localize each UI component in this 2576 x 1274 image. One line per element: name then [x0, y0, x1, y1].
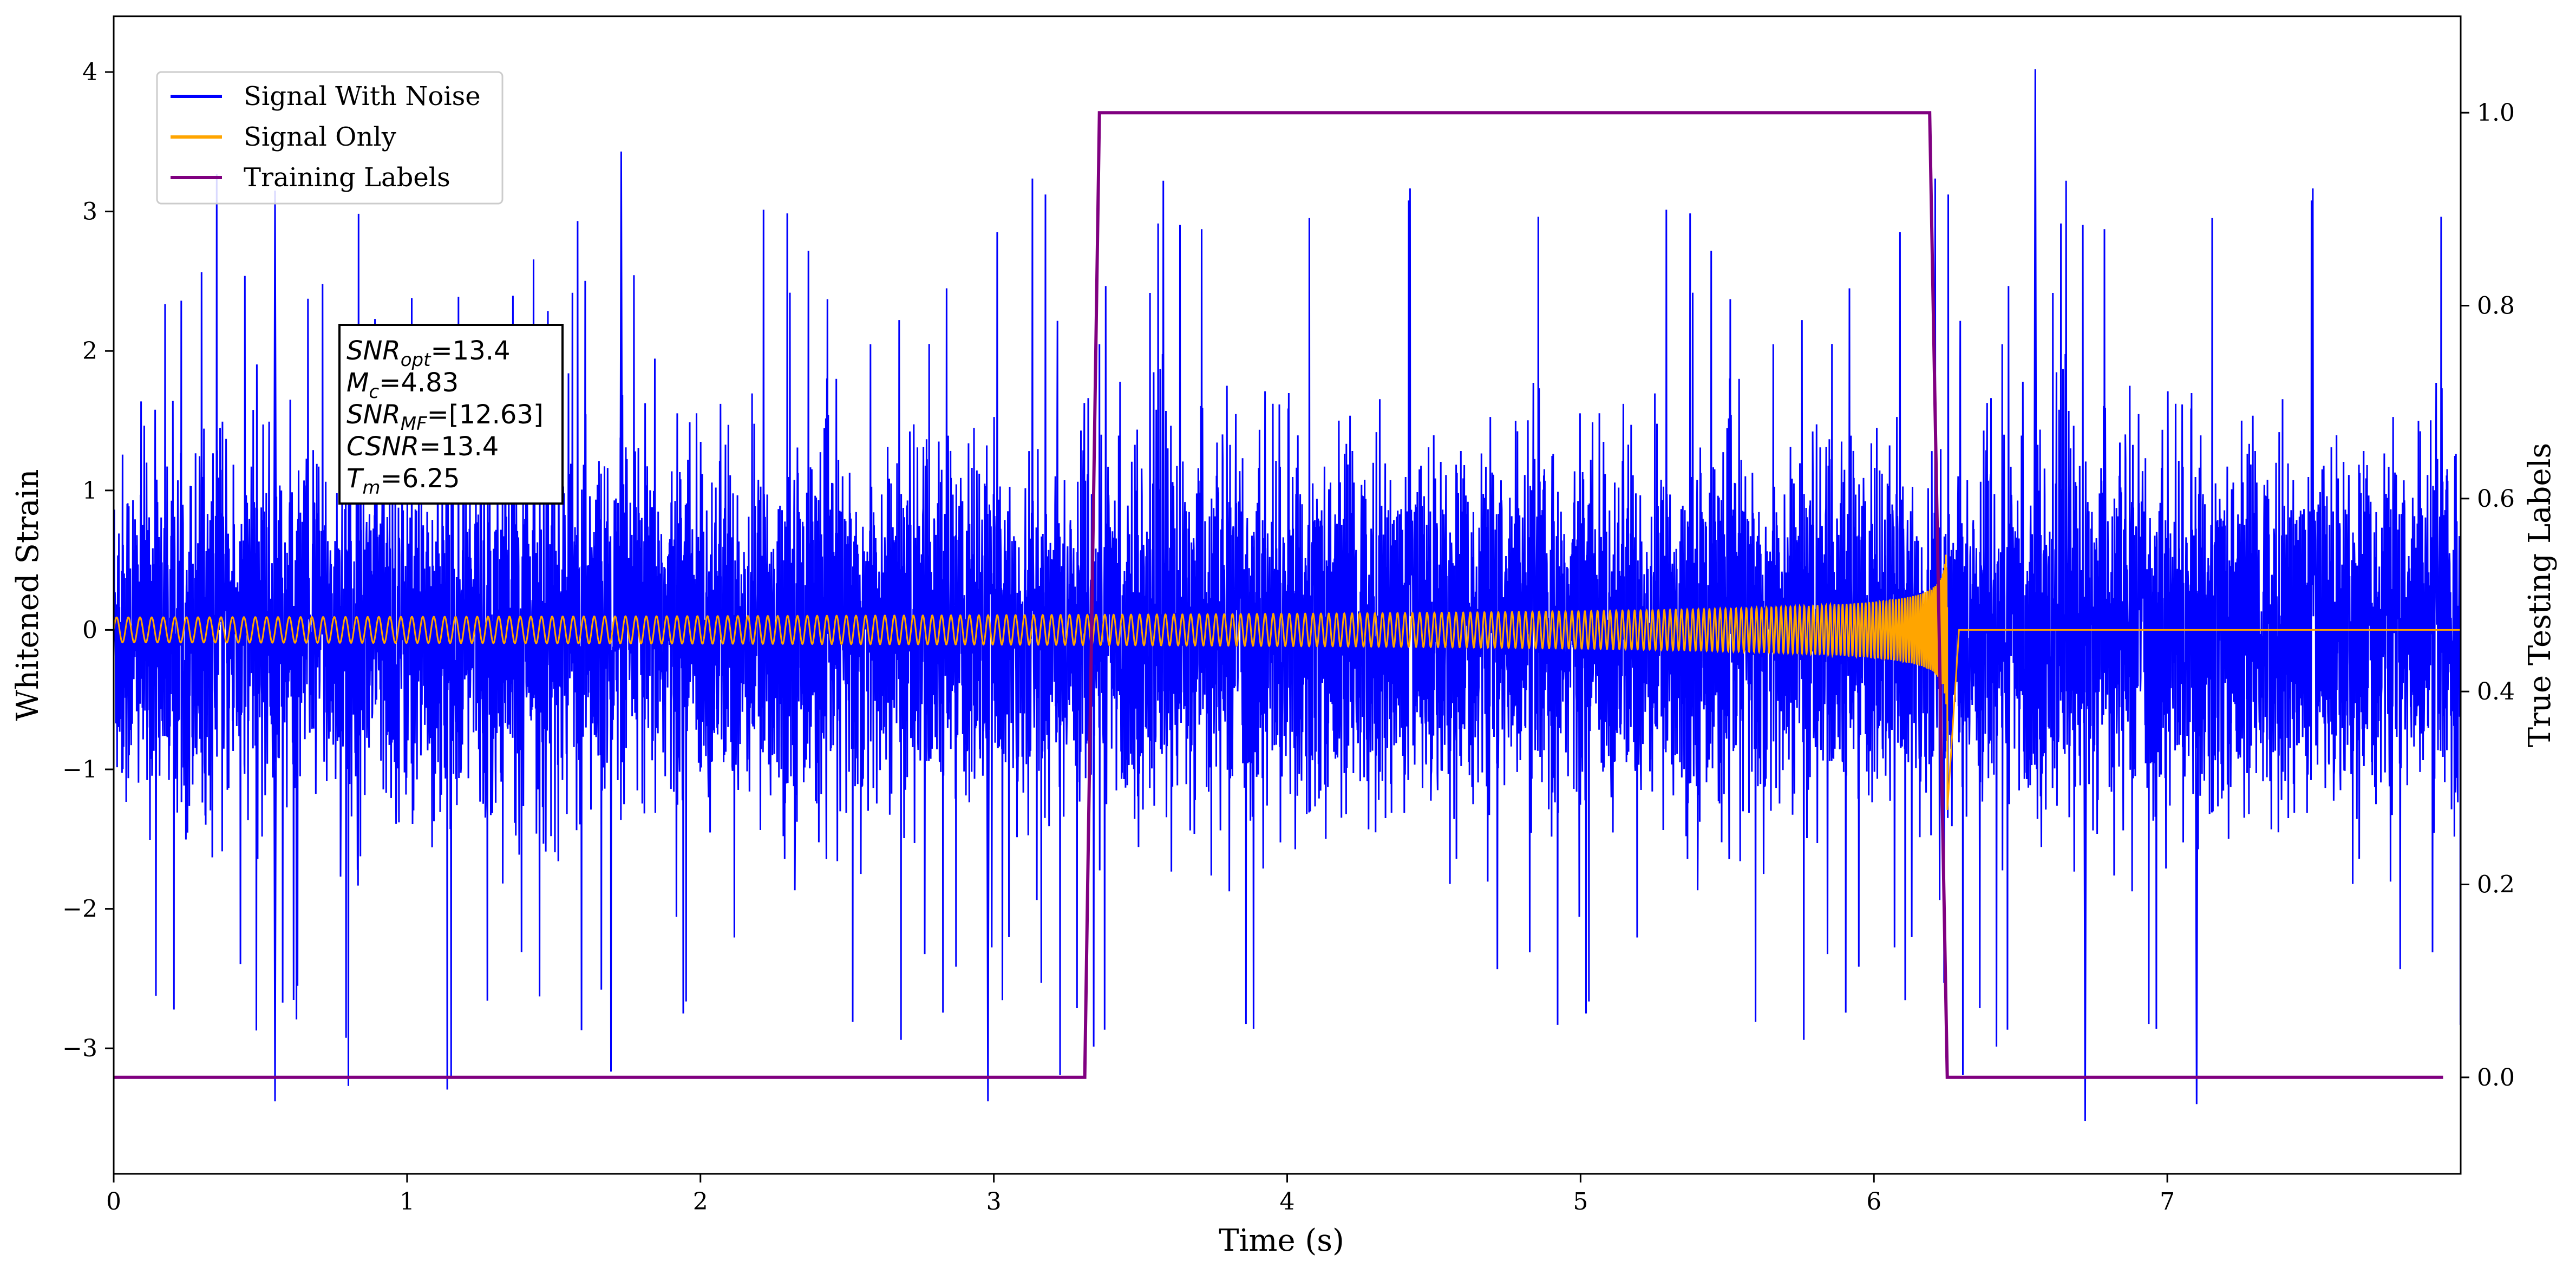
legend-label-signal-only: Signal Only: [244, 122, 396, 152]
y2-axis-label: True Testing Labels: [2522, 443, 2558, 747]
legend-label-signal-with-noise: Signal With Noise: [244, 81, 481, 112]
annotation-box: SNRopt=13.4Mc=4.83SNRMF=[12.63]CSNR=13.4…: [338, 324, 564, 505]
x-tick-label: 3: [986, 1188, 1002, 1216]
legend-label-training-labels: Training Labels: [244, 162, 450, 193]
x-axis-ticks: 0 1 2 3 4 5 6 7: [106, 1174, 2175, 1216]
x-axis-label: Time (s): [1219, 1223, 1344, 1258]
series-signal-with-noise: [114, 69, 2461, 1121]
y2-tick-label: 0.0: [2477, 1064, 2515, 1092]
x-tick-label: 0: [106, 1188, 121, 1216]
y2-axis-ticks: 0.0 0.2 0.4 0.6 0.8 1.0: [2461, 99, 2515, 1092]
training-labels-line: [114, 111, 2443, 1079]
x-tick-label: 5: [1573, 1188, 1588, 1216]
y-tick-label: 2: [82, 337, 97, 365]
y-tick-label: −2: [62, 896, 97, 923]
series-training-labels: [114, 111, 2443, 1079]
series-signal-only: [114, 554, 2461, 810]
y2-tick-label: 0.2: [2477, 871, 2515, 899]
annotation-line: CSNR=13.4: [346, 432, 499, 462]
y2-tick-label: 0.6: [2477, 485, 2515, 513]
x-tick-label: 6: [1866, 1188, 1881, 1216]
x-tick-label: 4: [1280, 1188, 1295, 1216]
legend: Signal With Noise Signal Only Training L…: [156, 71, 504, 205]
annotation-frame: [338, 324, 564, 505]
y2-tick-label: 0.4: [2477, 678, 2515, 705]
x-tick-label: 2: [693, 1188, 708, 1216]
x-tick-label: 1: [400, 1188, 415, 1216]
y-tick-label: 0: [82, 616, 97, 644]
annotation-line: Mc=4.83: [346, 368, 459, 403]
y-axis-ticks: −3 −2 −1 0 1 2 3 4: [62, 58, 114, 1062]
signal-with-noise-line: [114, 69, 2461, 1121]
y-axis-label: Whitened Strain: [10, 469, 45, 721]
x-tick-label: 7: [2160, 1188, 2175, 1216]
y-tick-label: −3: [62, 1035, 97, 1062]
y-tick-label: 1: [82, 477, 97, 505]
annotation-line: SNRopt=13.4: [346, 336, 511, 371]
annotation-line: Tm=6.25: [346, 463, 460, 499]
legend-box: [156, 71, 504, 205]
y2-tick-label: 1.0: [2477, 99, 2515, 127]
signal-only-line: [114, 554, 2461, 810]
annotation-line: SNRMF=[12.63]: [346, 400, 544, 435]
y-tick-label: 4: [82, 58, 97, 86]
y-tick-label: −1: [62, 756, 97, 783]
y-tick-label: 3: [82, 198, 97, 226]
y2-tick-label: 0.8: [2477, 292, 2515, 320]
